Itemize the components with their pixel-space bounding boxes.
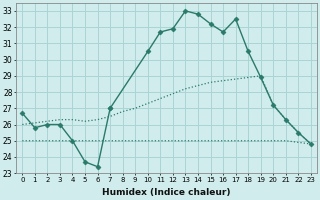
X-axis label: Humidex (Indice chaleur): Humidex (Indice chaleur) bbox=[102, 188, 231, 197]
